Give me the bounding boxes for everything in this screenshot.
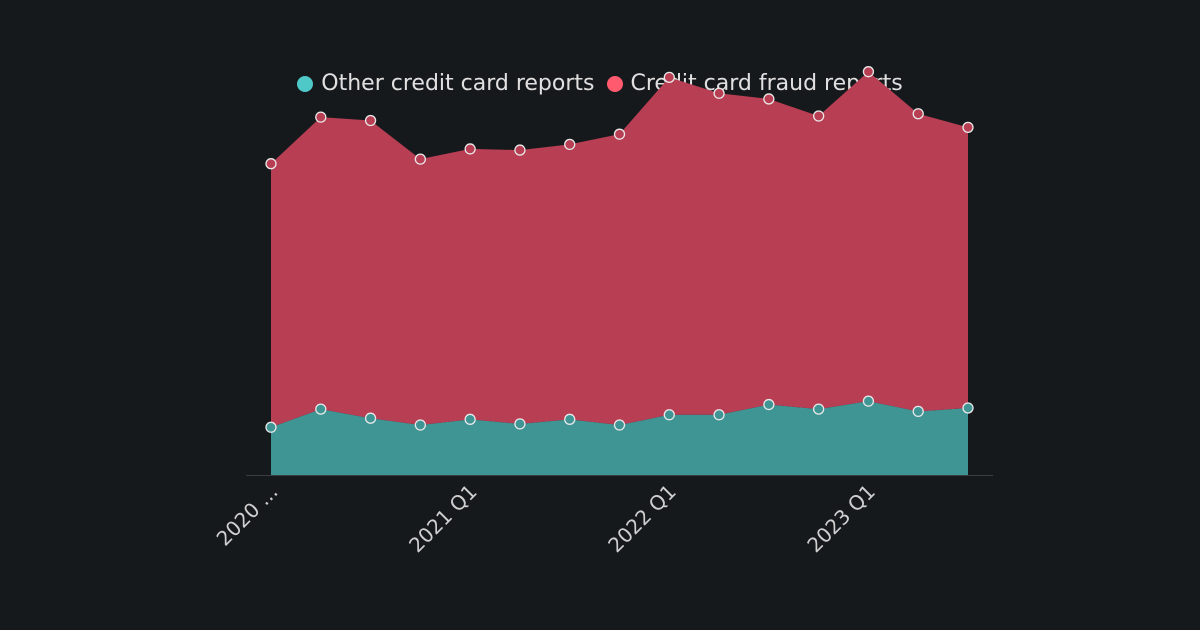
data-point-series-0-8[interactable] — [663, 409, 675, 421]
data-point-series-0-7[interactable] — [613, 419, 626, 431]
legend-item-0[interactable]: Other credit card reports — [297, 70, 595, 98]
data-point-series-1-7[interactable] — [613, 128, 626, 140]
data-point-series-0-3[interactable] — [414, 419, 427, 431]
data-point-series-1-0[interactable] — [265, 158, 277, 170]
data-point-series-0-14[interactable] — [962, 402, 974, 414]
data-point-series-0-4[interactable] — [464, 413, 476, 425]
area-series-0 — [271, 401, 968, 475]
data-point-series-1-2[interactable] — [364, 114, 377, 127]
data-point-series-1-3[interactable] — [414, 153, 427, 165]
data-point-series-0-6[interactable] — [564, 413, 576, 425]
x-tick-label: 2022 Q1 — [603, 480, 681, 558]
legend-label: Other credit card reports — [321, 71, 595, 96]
data-point-series-1-12[interactable] — [862, 66, 875, 78]
data-point-series-0-11[interactable] — [812, 403, 825, 415]
data-point-series-1-11[interactable] — [812, 110, 825, 122]
data-point-series-0-5[interactable] — [514, 418, 526, 430]
data-point-series-1-9[interactable] — [713, 87, 725, 99]
data-point-series-0-13[interactable] — [912, 405, 924, 418]
legend-swatch — [297, 76, 314, 92]
data-point-series-1-4[interactable] — [464, 143, 476, 155]
data-point-series-1-5[interactable] — [514, 144, 526, 156]
data-point-series-0-1[interactable] — [315, 403, 327, 415]
data-point-series-1-1[interactable] — [315, 111, 327, 123]
data-point-series-1-10[interactable] — [763, 93, 775, 105]
data-point-series-1-13[interactable] — [912, 108, 924, 120]
data-point-series-0-2[interactable] — [364, 412, 377, 424]
data-point-series-0-12[interactable] — [862, 395, 875, 407]
data-point-series-0-9[interactable] — [713, 409, 725, 421]
data-point-series-1-14[interactable] — [962, 121, 974, 133]
legend-swatch — [606, 76, 623, 92]
data-point-series-1-8[interactable] — [663, 71, 675, 84]
area-series-1 — [271, 71, 968, 428]
data-point-series-1-6[interactable] — [564, 138, 576, 151]
data-point-series-0-0[interactable] — [265, 421, 277, 433]
x-tick-label: 2021 Q1 — [404, 480, 482, 558]
x-tick-label: 2020 ... — [212, 480, 283, 551]
x-tick-label: 2023 Q1 — [802, 480, 880, 558]
data-point-series-0-10[interactable] — [763, 398, 775, 411]
